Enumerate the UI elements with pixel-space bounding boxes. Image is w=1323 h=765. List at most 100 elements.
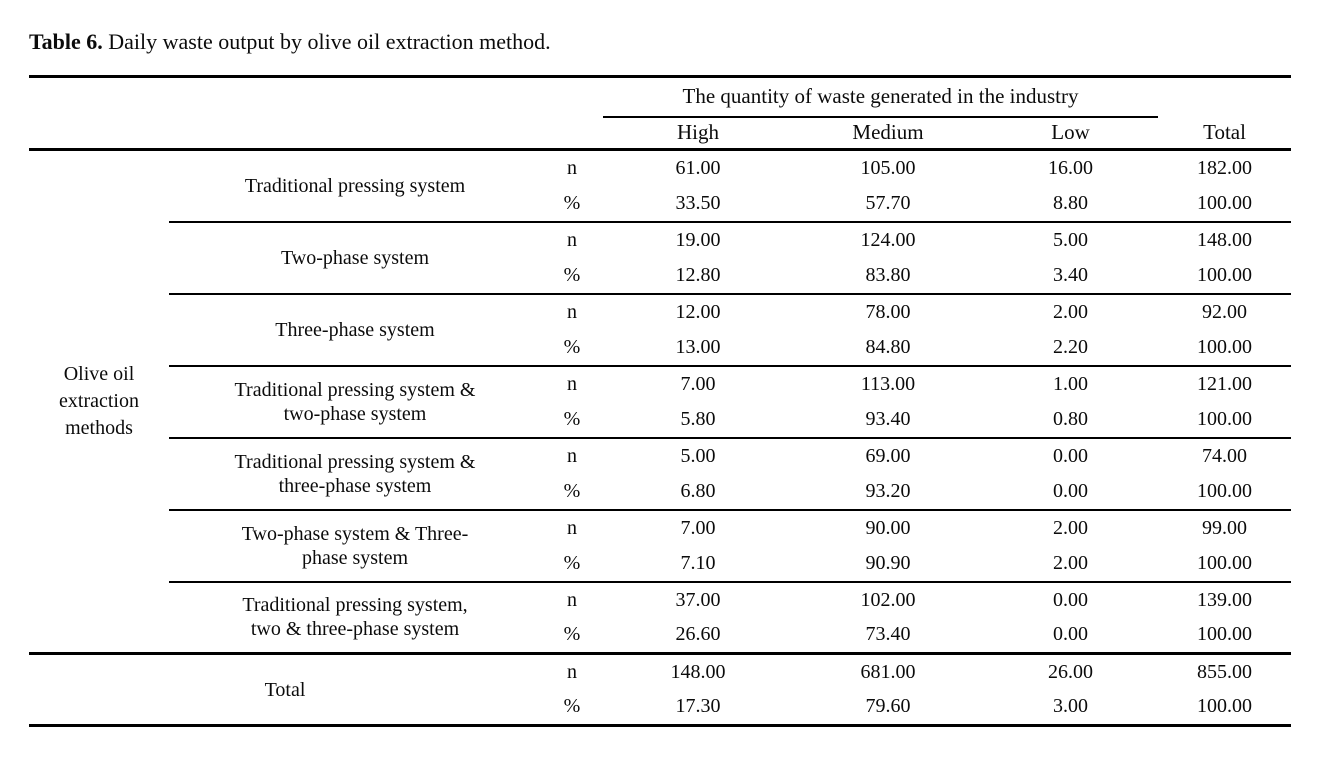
value-cell: 73.40 [793, 617, 983, 655]
value-cell: 79.60 [865, 695, 911, 718]
table-row: % 6.80 93.20 0.00 100.00 [29, 473, 1292, 511]
value-cell: 100.00 [1158, 473, 1292, 511]
measure-cell: n [567, 156, 577, 179]
value-cell: 0.80 [983, 401, 1159, 439]
table-row: % 12.80 83.80 3.40 100.00 [29, 257, 1292, 295]
value-cell: 12.00 [675, 300, 721, 323]
value-cell: 3.00 [1053, 695, 1088, 718]
value-cell: 92.00 [1202, 300, 1248, 323]
value-cell: 855.00 [1197, 660, 1253, 683]
value-cell: 13.00 [603, 329, 793, 367]
value-cell: 6.80 [603, 473, 793, 511]
value-cell: 83.80 [793, 257, 983, 295]
value-cell: 2.00 [1053, 300, 1088, 323]
method-cell: Traditional pressing system [169, 149, 541, 223]
table-row: Total n 148.00 681.00 26.00 855.00 [29, 654, 1291, 701]
method-cell: Traditional pressing system, two & three… [169, 581, 541, 655]
measure-cell: % [541, 257, 603, 295]
value-cell: 100.00 [1158, 401, 1292, 439]
header-spacer-cell [29, 116, 603, 151]
table-row: % 26.60 73.40 0.00 100.00 [29, 617, 1292, 655]
value-cell: 139.00 [1197, 588, 1253, 611]
value-cell: 100.00 [1158, 329, 1292, 367]
method-cell: Two-phase system [169, 221, 541, 295]
method-cell: Three-phase system [169, 293, 541, 367]
table-caption: Table 6. Daily waste output by olive oil… [29, 28, 551, 56]
value-cell: 84.80 [793, 329, 983, 367]
value-cell: 124.00 [860, 228, 916, 251]
header-spacer-cell [29, 77, 603, 117]
col-header-medium: Medium [793, 116, 983, 151]
value-cell: 102.00 [860, 588, 916, 611]
value-cell: 2.20 [983, 329, 1159, 367]
measure-cell: % [541, 545, 603, 583]
col-header-low: Low [983, 116, 1159, 151]
value-cell: 681.00 [860, 660, 916, 683]
method-cell: Traditional pressing system & three-phas… [169, 437, 541, 511]
value-cell: 26.60 [603, 617, 793, 655]
value-cell: 74.00 [1202, 444, 1248, 467]
measure-cell: n [567, 300, 577, 323]
measure-cell: % [541, 401, 603, 439]
value-cell: 113.00 [860, 372, 916, 395]
value-cell: 3.40 [983, 257, 1159, 295]
value-cell: 57.70 [793, 185, 983, 223]
value-cell: 100.00 [1158, 545, 1292, 583]
col-header-total: Total [1158, 116, 1292, 151]
value-cell: 33.50 [603, 185, 793, 223]
measure-cell: n [567, 588, 577, 611]
value-cell: 0.00 [983, 617, 1159, 655]
measure-cell: n [567, 444, 577, 467]
method-cell: Traditional pressing system & two-phase … [169, 365, 541, 439]
method-cell: Two-phase system & Three- phase system [169, 509, 541, 583]
value-cell: 90.90 [793, 545, 983, 583]
value-cell: 0.00 [1053, 444, 1088, 467]
value-cell: 148.00 [1197, 228, 1253, 251]
table-row: Traditional pressing system, two & three… [29, 581, 1291, 655]
table-row: Traditional pressing system & two-phase … [29, 365, 1291, 439]
table-row: Two-phase system n 19.00 124.00 5.00 148… [29, 221, 1291, 295]
value-cell: 0.00 [983, 473, 1159, 511]
table-row: % 33.50 57.70 8.80 100.00 [29, 185, 1292, 223]
header-spacer-cell [1158, 77, 1291, 117]
value-cell: 17.30 [675, 695, 721, 718]
measure-cell: n [567, 516, 577, 539]
value-cell: 100.00 [1158, 617, 1292, 655]
table-row: Olive oil extraction methods Traditional… [29, 149, 1291, 655]
spanner-header: The quantity of waste generated in the i… [603, 76, 1159, 118]
value-cell: 7.00 [680, 516, 716, 539]
value-cell: 105.00 [860, 156, 916, 179]
value-cell: 100.00 [1158, 185, 1292, 223]
value-cell: 93.40 [793, 401, 983, 439]
measure-cell: n [567, 228, 577, 251]
value-cell: 121.00 [1197, 372, 1253, 395]
measure-cell: n [567, 372, 577, 395]
value-cell: 26.00 [1048, 660, 1093, 683]
total-label-cell: Total [264, 678, 306, 701]
value-cell: 61.00 [675, 156, 721, 179]
value-cell: 16.00 [1048, 156, 1093, 179]
value-cell: 90.00 [865, 516, 911, 539]
table-row: Traditional pressing system & three-phas… [29, 437, 1291, 511]
table-row: Three-phase system n 12.00 78.00 2.00 92… [29, 293, 1291, 367]
value-cell: 0.00 [1053, 588, 1088, 611]
value-cell: 5.00 [680, 444, 716, 467]
table-row: The quantity of waste generated in the i… [29, 76, 1291, 118]
table-row: High Medium Low Total [29, 116, 1292, 151]
value-cell: 12.80 [603, 257, 793, 295]
table-caption-text: Daily waste output by olive oil extracti… [102, 29, 551, 54]
value-cell: 7.00 [680, 372, 716, 395]
value-cell: 8.80 [983, 185, 1159, 223]
value-cell: 1.00 [1053, 372, 1088, 395]
value-cell: 148.00 [670, 660, 726, 683]
value-cell: 100.00 [1158, 257, 1292, 295]
value-cell: 99.00 [1202, 516, 1248, 539]
table-caption-label: Table 6. [29, 29, 103, 54]
table-row: Two-phase system & Three- phase system n… [29, 509, 1291, 583]
table-row: % 13.00 84.80 2.20 100.00 [29, 329, 1292, 367]
table-row: % 5.80 93.40 0.80 100.00 [29, 401, 1292, 439]
value-cell: 2.00 [983, 545, 1159, 583]
value-cell: 7.10 [603, 545, 793, 583]
value-cell: 93.20 [793, 473, 983, 511]
